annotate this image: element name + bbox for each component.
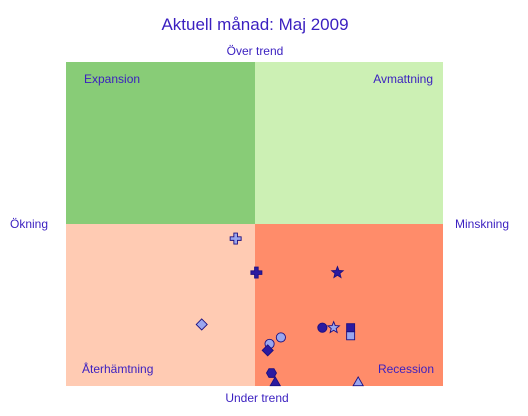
quadrant-label-bottom-right: Recession bbox=[378, 362, 434, 376]
data-point-circle-5 bbox=[317, 322, 328, 333]
data-point-triangle-14 bbox=[352, 376, 364, 387]
data-point-hexagon-12 bbox=[265, 368, 277, 378]
quadrant-label-top-right: Avmattning bbox=[373, 72, 433, 86]
data-point-circle-9 bbox=[275, 332, 286, 343]
data-point-star-3 bbox=[330, 265, 345, 279]
axis-label-left: Ökning bbox=[10, 217, 48, 231]
data-point-square-7 bbox=[346, 323, 356, 333]
data-point-triangle-13 bbox=[269, 376, 282, 387]
data-points bbox=[195, 232, 364, 387]
axis-label-right: Minskning bbox=[455, 217, 509, 231]
axis-label-top: Över trend bbox=[227, 44, 284, 58]
quadrant-bottom-left bbox=[66, 224, 255, 386]
quadrant-top-left bbox=[66, 62, 255, 224]
quadrant-label-bottom-left: Återhämtning bbox=[82, 361, 153, 376]
data-point-diamond-11 bbox=[261, 344, 274, 357]
data-point-cross-1 bbox=[229, 232, 242, 245]
chart-title: Aktuell månad: Maj 2009 bbox=[161, 15, 348, 34]
data-point-square-8 bbox=[346, 331, 356, 341]
axis-label-bottom: Under trend bbox=[225, 391, 288, 405]
quadrant-bottom-right bbox=[255, 224, 443, 386]
data-point-star-6 bbox=[326, 320, 341, 334]
quadrant-label-top-left: Expansion bbox=[84, 72, 140, 86]
data-point-cross-2 bbox=[250, 266, 263, 279]
data-point-diamond-4 bbox=[195, 318, 208, 331]
quadrant-top-right bbox=[255, 62, 443, 224]
